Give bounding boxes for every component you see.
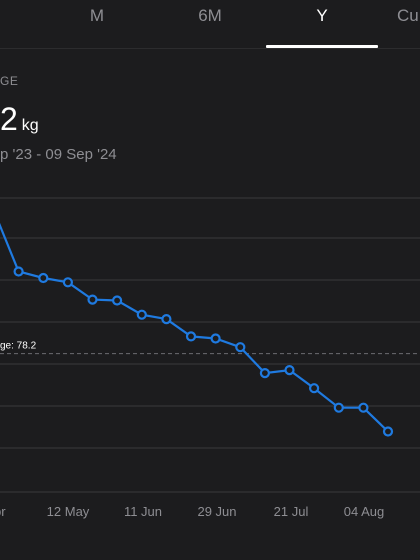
weight-line-chart[interactable]: ge: 78.2 pr 12 May 11 Jun 29 Jun 21 Jul 04 Aug (0, 186, 420, 560)
data-point[interactable] (38, 272, 49, 284)
data-point[interactable] (13, 266, 24, 277)
summary-unit: kg (21, 117, 39, 134)
tab-month[interactable]: M (89, 6, 105, 25)
data-point[interactable] (333, 402, 344, 413)
average-label: ge: 78.2 (0, 341, 37, 352)
summary-value: 2 kg (0, 101, 39, 138)
x-tick-label: 11 Jun (124, 504, 162, 519)
x-tick-label: 04 Aug (344, 504, 385, 519)
summary-label: GE (0, 74, 19, 88)
data-point[interactable] (235, 342, 246, 353)
x-tick-label: pr (0, 504, 6, 519)
data-point[interactable] (259, 368, 270, 379)
data-point[interactable] (62, 277, 74, 288)
x-tick-label: 29 Jun (197, 504, 236, 519)
weight-chart[interactable]: ge: 78.2 pr 12 May 11 Jun 29 Jun 21 Jul 04 Aug (0, 186, 420, 560)
data-point[interactable] (358, 402, 369, 413)
x-tick-label: 21 Jul (274, 504, 309, 519)
data-point[interactable] (111, 295, 123, 306)
active-tab-indicator (266, 45, 378, 48)
weight-series-line (0, 222, 389, 433)
tab-custom[interactable]: Cu (397, 6, 419, 25)
data-point[interactable] (161, 314, 172, 325)
summary-value-number: 2 (0, 101, 18, 137)
data-point[interactable] (136, 309, 147, 320)
data-point[interactable] (382, 426, 394, 437)
data-point[interactable] (87, 294, 98, 305)
tab-six-months[interactable]: 6M (198, 6, 222, 25)
data-point[interactable] (185, 331, 197, 342)
summary-date-range: p '23 - 09 Sep '24 (0, 146, 117, 163)
data-point[interactable] (210, 333, 221, 344)
tab-year[interactable]: Y (316, 6, 328, 25)
tabs-divider (0, 48, 420, 49)
x-tick-label: 12 May (47, 504, 90, 519)
data-point[interactable] (309, 383, 320, 394)
period-tabs: M 6M Y Cu (0, 0, 420, 48)
data-point[interactable] (284, 365, 295, 376)
